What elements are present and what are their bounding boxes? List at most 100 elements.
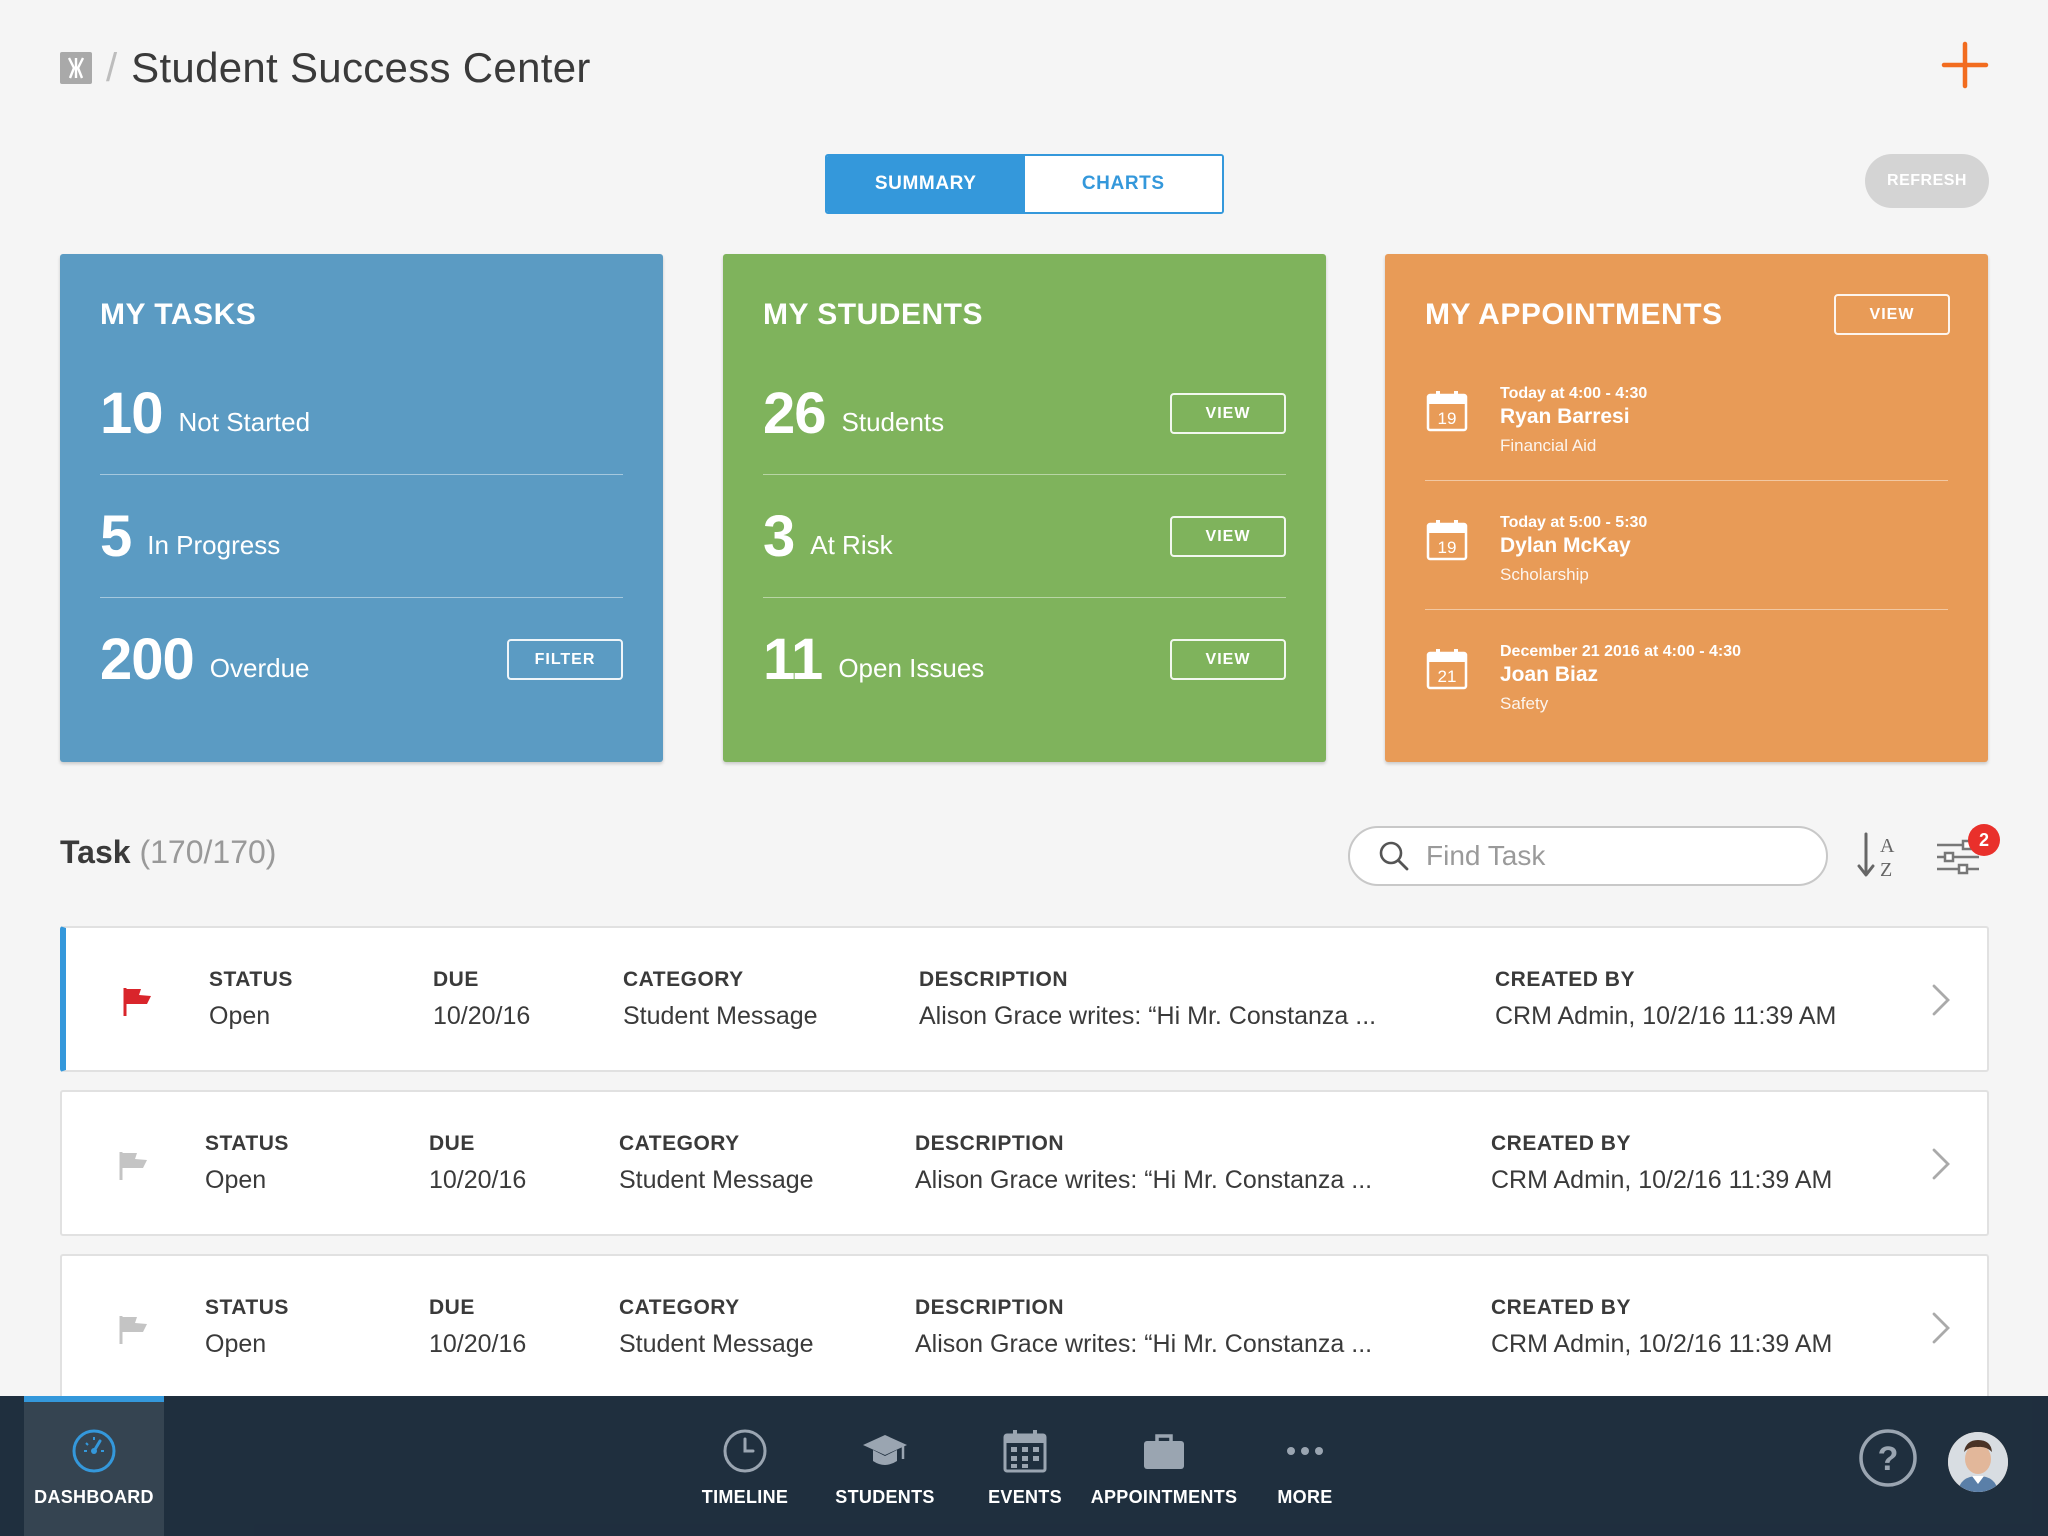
appointment-name: Joan Biaz: [1500, 663, 1599, 686]
divider: [763, 474, 1286, 475]
category-column: CATEGORY Student Message: [623, 968, 818, 1031]
divider: [1425, 609, 1948, 610]
column-header: STATUS: [205, 1132, 289, 1155]
task-search[interactable]: [1348, 826, 1828, 886]
column-header: CATEGORY: [619, 1296, 740, 1319]
column-header: DESCRIPTION: [915, 1296, 1065, 1319]
category-value: Student Message: [623, 1002, 818, 1030]
description-value: Alison Grace writes: “Hi Mr. Constanza .…: [915, 1166, 1373, 1194]
tab-dashboard[interactable]: DASHBOARD: [24, 1396, 164, 1536]
created-by-value: CRM Admin, 10/2/16 11:39 AM: [1495, 1002, 1837, 1030]
refresh-button[interactable]: REFRESH: [1865, 154, 1989, 208]
created-by-column: CREATED BY CRM Admin, 10/2/16 11:39 AM: [1491, 1296, 1832, 1359]
tab-summary[interactable]: SUMMARY: [827, 156, 1025, 212]
stat-number: 200: [100, 627, 195, 692]
chevron-right-icon: [1932, 1312, 1950, 1344]
created-by-value: CRM Admin, 10/2/16 11:39 AM: [1491, 1330, 1833, 1358]
appointment-type: Financial Aid: [1500, 436, 1597, 455]
view-students-button[interactable]: VIEW: [1170, 393, 1286, 434]
view-appointments-button[interactable]: VIEW: [1834, 294, 1950, 335]
stat-label: Not Started: [178, 407, 311, 437]
tab-charts[interactable]: CHARTS: [1024, 156, 1222, 212]
calendar-icon: 21: [1426, 649, 1468, 690]
appointment-time: Today at 4:00 - 4:30: [1500, 385, 1648, 402]
flag-icon[interactable]: [117, 1150, 151, 1182]
chevron-right-icon: [1932, 1148, 1950, 1180]
stat-number: 3: [763, 504, 795, 569]
tab-label: TIMELINE: [701, 1487, 789, 1507]
appointment-type: Scholarship: [1500, 565, 1589, 584]
task-row[interactable]: STATUS Open DUE 10/20/16 CATEGORY Student M…: [60, 1254, 1989, 1400]
appointment-item[interactable]: 19 Today at 4:00 - 4:30 Ryan Barresi Fin…: [1425, 352, 1948, 481]
calendar-icon: 19: [1426, 391, 1468, 432]
category-column: CATEGORY Student Message: [619, 1296, 814, 1359]
category-value: Student Message: [619, 1330, 814, 1358]
tab-students[interactable]: STUDENTS: [820, 1396, 950, 1536]
breadcrumb: / Student Success Center: [60, 40, 591, 96]
description-column: DESCRIPTION Alison Grace writes: “Hi Mr. …: [915, 1296, 1372, 1359]
divider: [763, 597, 1286, 598]
tab-more[interactable]: MORE: [1250, 1396, 1360, 1536]
task-stat-not-started[interactable]: 10 Not Started: [100, 352, 623, 475]
task-list-label: Task: [60, 834, 131, 870]
filter-count-badge: 2: [1968, 824, 2000, 856]
status-column: STATUS Open: [205, 1296, 289, 1359]
appointment-time: Today at 5:00 - 5:30: [1500, 514, 1648, 531]
task-stat-overdue[interactable]: 200 Overdue FILTER: [100, 598, 623, 721]
filter-button[interactable]: FILTER: [507, 639, 623, 680]
task-row[interactable]: STATUS Open DUE 10/20/16 CATEGORY Student M…: [60, 926, 1989, 1072]
stat-number: 10: [100, 381, 164, 446]
appointment-item[interactable]: 19 Today at 5:00 - 5:30 Dylan McKay Scho…: [1425, 481, 1948, 610]
tab-appointments[interactable]: APPOINTMENTS: [1090, 1396, 1238, 1536]
stat-number: 26: [763, 381, 827, 446]
task-row[interactable]: STATUS Open DUE 10/20/16 CATEGORY Student M…: [60, 1090, 1989, 1236]
status-column: STATUS Open: [205, 1132, 289, 1195]
tab-timeline[interactable]: TIMELINE: [680, 1396, 810, 1536]
task-stat-in-progress[interactable]: 5 In Progress: [100, 475, 623, 598]
view-toggle: SUMMARY CHARTS: [825, 154, 1224, 214]
my-students-card: MY STUDENTS 26 Students VIEW 3 At Risk V…: [723, 254, 1326, 762]
avatar[interactable]: [1948, 1432, 2008, 1492]
column-header: STATUS: [205, 1296, 289, 1319]
column-header: CREATED BY: [1495, 968, 1635, 991]
flag-icon[interactable]: [117, 1314, 151, 1346]
view-at-risk-button[interactable]: VIEW: [1170, 516, 1286, 557]
description-column: DESCRIPTION Alison Grace writes: “Hi Mr. …: [915, 1132, 1372, 1195]
student-stat-at-risk: 3 At Risk VIEW: [763, 475, 1286, 598]
svg-text:21: 21: [1438, 667, 1457, 686]
my-appointments-card: MY APPOINTMENTS VIEW 19 Today at 4:00 - …: [1385, 254, 1988, 762]
graduation-cap-icon: [863, 1435, 907, 1465]
stat-label: Overdue: [209, 653, 310, 683]
task-list-heading: Task (170/170): [60, 834, 276, 871]
flag-icon[interactable]: [121, 986, 155, 1018]
calendar-icon: [1003, 1430, 1047, 1473]
divider: [100, 474, 623, 475]
tab-label: MORE: [1277, 1487, 1333, 1507]
due-value: 10/20/16: [429, 1166, 527, 1194]
column-header: DUE: [429, 1132, 475, 1155]
search-input[interactable]: [1426, 840, 1806, 872]
student-stat-open-issues: 11 Open Issues VIEW: [763, 598, 1286, 721]
appointment-item[interactable]: 21 December 21 2016 at 4:00 - 4:30 Joan …: [1425, 610, 1948, 739]
view-open-issues-button[interactable]: VIEW: [1170, 639, 1286, 680]
status-value: Open: [205, 1330, 267, 1358]
column-header: DUE: [429, 1296, 475, 1319]
logo-icon[interactable]: [60, 52, 92, 84]
tab-label: STUDENTS: [835, 1487, 935, 1507]
description-value: Alison Grace writes: “Hi Mr. Constanza .…: [915, 1330, 1373, 1358]
dashboard-icon: [72, 1429, 116, 1473]
tab-events[interactable]: EVENTS: [960, 1396, 1090, 1536]
tab-label: DASHBOARD: [34, 1487, 154, 1507]
add-icon[interactable]: [1940, 40, 1990, 90]
help-icon[interactable]: ?: [1858, 1428, 1918, 1488]
due-column: DUE 10/20/16: [433, 968, 530, 1031]
breadcrumb-separator: /: [106, 45, 118, 90]
calendar-icon: 19: [1426, 520, 1468, 561]
more-icon: [1287, 1447, 1323, 1455]
divider: [100, 597, 623, 598]
briefcase-icon: [1144, 1434, 1184, 1469]
svg-text:19: 19: [1438, 538, 1457, 557]
stat-label: At Risk: [810, 530, 893, 560]
created-by-column: CREATED BY CRM Admin, 10/2/16 11:39 AM: [1491, 1132, 1832, 1195]
